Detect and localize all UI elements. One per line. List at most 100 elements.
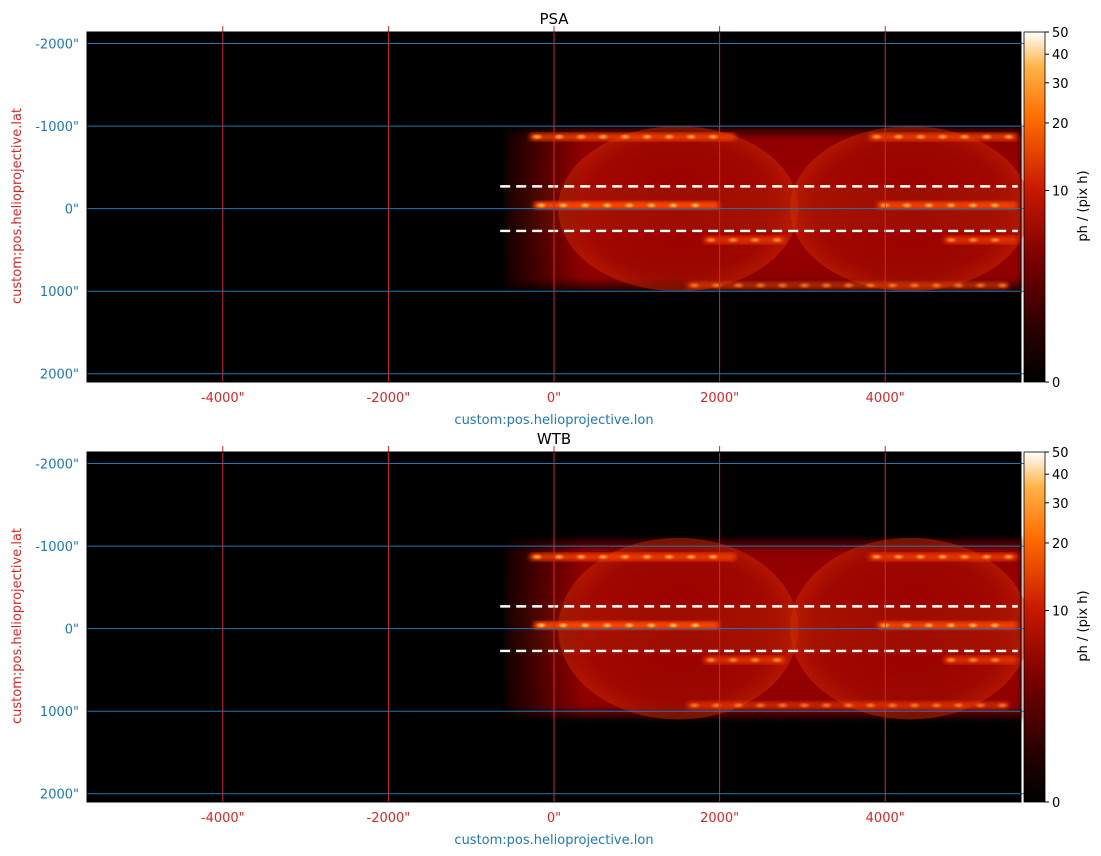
y-tick-label: -2000" (35, 38, 79, 53)
x-tick-label: -2000" (367, 811, 411, 826)
bright-knot (899, 201, 914, 209)
x-tick-label: 0" (547, 811, 561, 826)
panel-psa: -4000" -2000" 0" 2000" 4000" -2000" -1000" 0" 10… (10, 10, 1091, 428)
bright-knot (770, 236, 785, 244)
colorbar-label: ph / (pix h) (1076, 590, 1091, 661)
bright-knot (921, 201, 936, 209)
bright-knot (921, 621, 936, 629)
bright-knot (709, 701, 724, 709)
colorbar-ticks: 0 10 20 30 40 50 (1045, 26, 1069, 391)
bright-knot (770, 656, 785, 664)
colorbar-tick-label: 50 (1052, 446, 1069, 461)
x-axis-label: custom:pos.helioprojective.lon (454, 833, 653, 848)
bright-knot (819, 281, 834, 289)
bright-knot (775, 281, 790, 289)
bright-knot (863, 281, 878, 289)
bright-knot (966, 656, 981, 664)
bright-knot (957, 553, 972, 561)
colorbar-tick-label: 0 (1052, 796, 1060, 811)
chart-title: WTB (537, 430, 571, 448)
colorbar-tick-label: 0 (1052, 376, 1060, 391)
y-tick-label: 0" (65, 203, 79, 218)
bright-knot (684, 553, 699, 561)
x-tick-label: 2000" (700, 811, 739, 826)
x-tick-label: 0" (547, 391, 561, 406)
bright-knot (944, 236, 959, 244)
x-tick-label: -4000" (201, 811, 245, 826)
bright-knot (556, 621, 571, 629)
bright-knot (973, 701, 988, 709)
bright-knot (987, 201, 1002, 209)
bright-knot (640, 133, 655, 141)
bright-knot (640, 553, 655, 561)
bright-knot (965, 201, 980, 209)
bright-knot (574, 133, 589, 141)
colorbar-tick-label: 10 (1052, 605, 1069, 620)
bright-knot (709, 281, 724, 289)
bright-knot (899, 621, 914, 629)
bright-knot (578, 621, 593, 629)
y-axis-label: custom:pos.helioprojective.lat (10, 108, 25, 304)
bright-knot (869, 133, 884, 141)
bright-knot (841, 701, 856, 709)
bright-knot (753, 701, 768, 709)
y-tick-label: 1000" (40, 705, 79, 720)
y-tick-label: -1000" (35, 540, 79, 555)
bright-knot (666, 621, 681, 629)
colorbar-ticks: 0 10 20 30 40 50 (1045, 446, 1069, 811)
bright-knot (748, 656, 763, 664)
bright-knot (688, 621, 703, 629)
bright-knot (726, 656, 741, 664)
bright-knot (913, 133, 928, 141)
bright-knot (552, 553, 567, 561)
plot-frame (86, 31, 1022, 383)
x-tick-label: 2000" (700, 391, 739, 406)
colorbar-scale (1023, 451, 1046, 803)
bright-knot (618, 133, 633, 141)
bright-knot (706, 133, 721, 141)
colorbar-tick-label: 30 (1052, 77, 1069, 92)
bright-knot (885, 281, 900, 289)
bright-streak (703, 236, 786, 245)
bright-knot (748, 236, 763, 244)
bright-knot (731, 701, 746, 709)
bright-knot (706, 553, 721, 561)
bright-knot (704, 656, 719, 664)
y-tick-label: -1000" (35, 120, 79, 135)
bright-knot (687, 701, 702, 709)
bright-knot (704, 236, 719, 244)
colorbar-tick-label: 20 (1052, 117, 1069, 132)
colorbar: ph / (pix h) 0 10 20 30 40 50 (1023, 26, 1091, 391)
bright-knot (943, 201, 958, 209)
bright-knot (944, 656, 959, 664)
bright-knot (530, 133, 545, 141)
bright-knot (935, 133, 950, 141)
bright-knot (966, 236, 981, 244)
bright-knot (574, 553, 589, 561)
bright-knot (797, 281, 812, 289)
y-tick-label: -2000" (35, 458, 79, 473)
bright-knot (885, 701, 900, 709)
bright-knot (797, 701, 812, 709)
bright-knot (1001, 553, 1016, 561)
bright-knot (929, 281, 944, 289)
x-tick-label: 4000" (866, 391, 905, 406)
bright-knot (891, 553, 906, 561)
x-tick-label: 4000" (866, 811, 905, 826)
bright-knot (688, 201, 703, 209)
bright-knot (979, 133, 994, 141)
bright-knot (731, 281, 746, 289)
colorbar-tick-label: 30 (1052, 497, 1069, 512)
bright-knot (662, 553, 677, 561)
bright-knot (973, 281, 988, 289)
bright-knot (644, 621, 659, 629)
colorbar-scale (1023, 31, 1046, 383)
bright-knot (534, 621, 549, 629)
chart-title: PSA (539, 10, 569, 28)
bright-knot (600, 621, 615, 629)
bright-knot (965, 621, 980, 629)
plot-frame (86, 451, 1022, 803)
bright-knot (907, 701, 922, 709)
colorbar-label: ph / (pix h) (1076, 170, 1091, 241)
